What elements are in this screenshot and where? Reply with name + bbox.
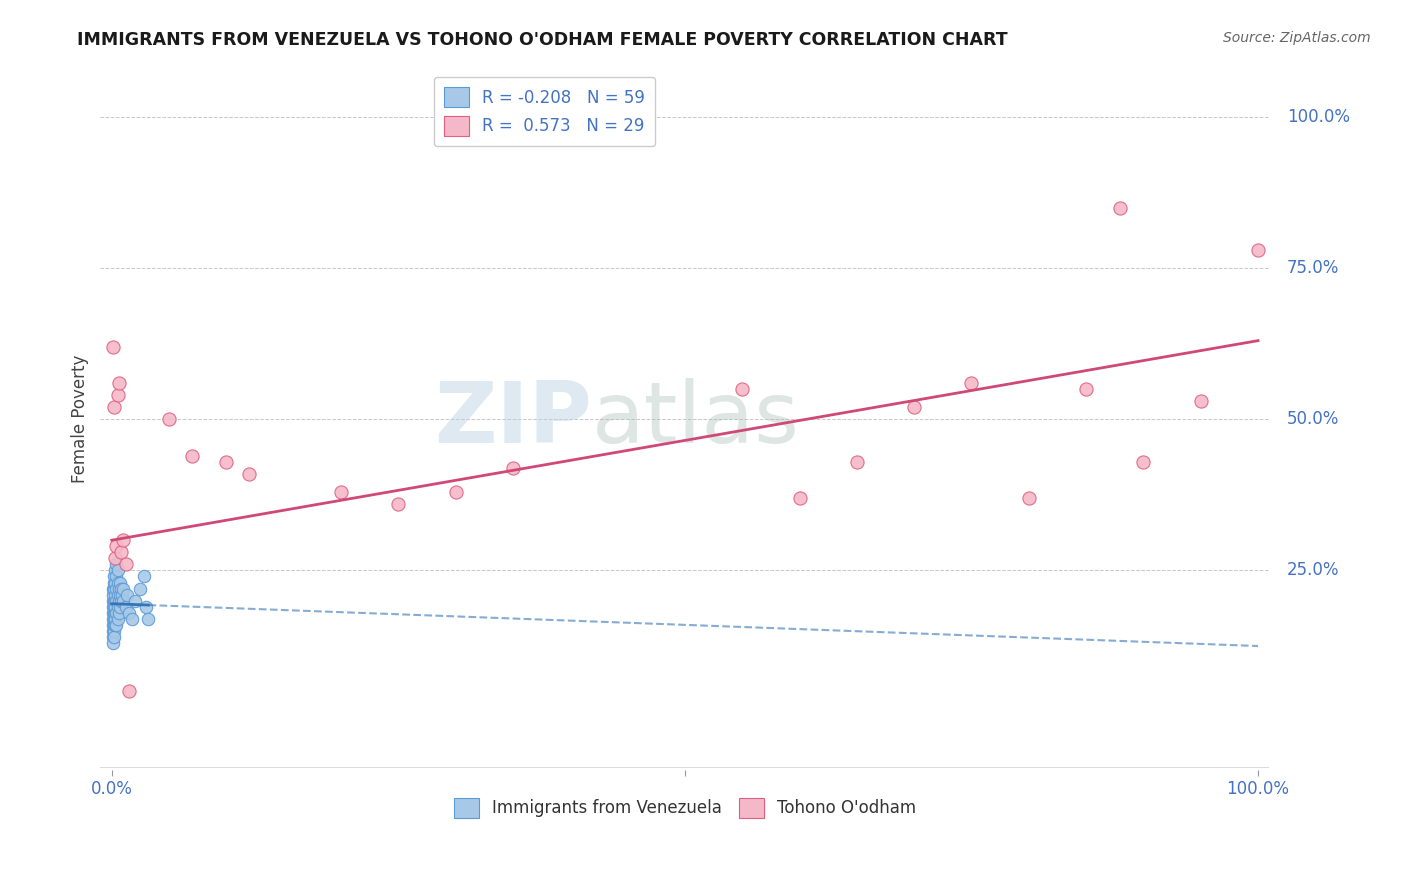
Text: 25.0%: 25.0% <box>1286 561 1340 580</box>
Point <box>960 376 983 390</box>
Point <box>444 484 467 499</box>
Point <box>215 454 238 468</box>
Point <box>101 599 124 614</box>
Point <box>103 575 125 590</box>
Point <box>103 630 125 644</box>
Point <box>103 606 125 620</box>
Point <box>1189 394 1212 409</box>
Point <box>1132 454 1154 468</box>
Point <box>108 575 131 590</box>
Point <box>107 376 129 390</box>
Point <box>107 582 129 596</box>
Text: 50.0%: 50.0% <box>1286 410 1340 428</box>
Point <box>101 618 124 632</box>
Point <box>107 388 129 402</box>
Point <box>138 612 160 626</box>
Point <box>1247 243 1270 257</box>
Point <box>101 636 124 650</box>
Point <box>101 588 124 602</box>
Point <box>387 497 409 511</box>
Point <box>103 599 125 614</box>
Point <box>104 612 127 626</box>
Point <box>107 564 129 578</box>
Point <box>107 599 129 614</box>
Point <box>104 551 127 566</box>
Point <box>132 569 155 583</box>
Point <box>112 533 135 548</box>
Point <box>103 400 125 414</box>
Point <box>238 467 260 481</box>
Point <box>903 400 925 414</box>
Point <box>124 593 146 607</box>
Point <box>107 612 129 626</box>
Point <box>104 593 127 607</box>
Point <box>105 569 128 583</box>
Point <box>1074 382 1097 396</box>
Text: Source: ZipAtlas.com: Source: ZipAtlas.com <box>1223 31 1371 45</box>
Point <box>103 612 125 626</box>
Point <box>101 606 124 620</box>
Point <box>103 582 125 596</box>
Point <box>114 558 136 572</box>
Point <box>502 460 524 475</box>
Point <box>1109 201 1132 215</box>
Point <box>118 684 141 698</box>
Point <box>104 618 127 632</box>
Point <box>112 593 135 607</box>
Point <box>845 454 868 468</box>
Point <box>107 606 129 620</box>
Point <box>731 382 754 396</box>
Point <box>104 575 127 590</box>
Point <box>121 612 143 626</box>
Point <box>101 612 124 626</box>
Point <box>107 588 129 602</box>
Text: IMMIGRANTS FROM VENEZUELA VS TOHONO O'ODHAM FEMALE POVERTY CORRELATION CHART: IMMIGRANTS FROM VENEZUELA VS TOHONO O'OD… <box>77 31 1008 49</box>
Point <box>108 599 131 614</box>
Point <box>101 593 124 607</box>
Point <box>107 593 129 607</box>
Point <box>104 564 127 578</box>
Point <box>129 582 152 596</box>
Point <box>110 545 132 559</box>
Point <box>101 340 124 354</box>
Point <box>181 449 204 463</box>
Point <box>105 618 128 632</box>
Point <box>118 606 141 620</box>
Point <box>1018 491 1040 505</box>
Point <box>104 588 127 602</box>
Text: atlas: atlas <box>592 377 800 461</box>
Point <box>104 599 127 614</box>
Point <box>157 412 180 426</box>
Point <box>110 593 132 607</box>
Point <box>107 575 129 590</box>
Point <box>103 569 125 583</box>
Point <box>101 582 124 596</box>
Point <box>105 606 128 620</box>
Point <box>114 599 136 614</box>
Point <box>111 588 134 602</box>
Point <box>105 539 128 553</box>
Point <box>110 582 132 596</box>
Point <box>103 624 125 638</box>
Point <box>135 599 157 614</box>
Text: 75.0%: 75.0% <box>1286 259 1340 277</box>
Point <box>103 593 125 607</box>
Point <box>105 558 128 572</box>
Y-axis label: Female Poverty: Female Poverty <box>72 355 89 483</box>
Point <box>108 588 131 602</box>
Text: ZIP: ZIP <box>433 377 592 461</box>
Point <box>105 593 128 607</box>
Point <box>101 624 124 638</box>
Point <box>112 582 135 596</box>
Point <box>105 582 128 596</box>
Point <box>104 606 127 620</box>
Point <box>115 588 138 602</box>
Legend: Immigrants from Venezuela, Tohono O'odham: Immigrants from Venezuela, Tohono O'odha… <box>447 791 922 825</box>
Point <box>789 491 811 505</box>
Point <box>101 630 124 644</box>
Point <box>330 484 353 499</box>
Text: 100.0%: 100.0% <box>1286 108 1350 126</box>
Point <box>103 618 125 632</box>
